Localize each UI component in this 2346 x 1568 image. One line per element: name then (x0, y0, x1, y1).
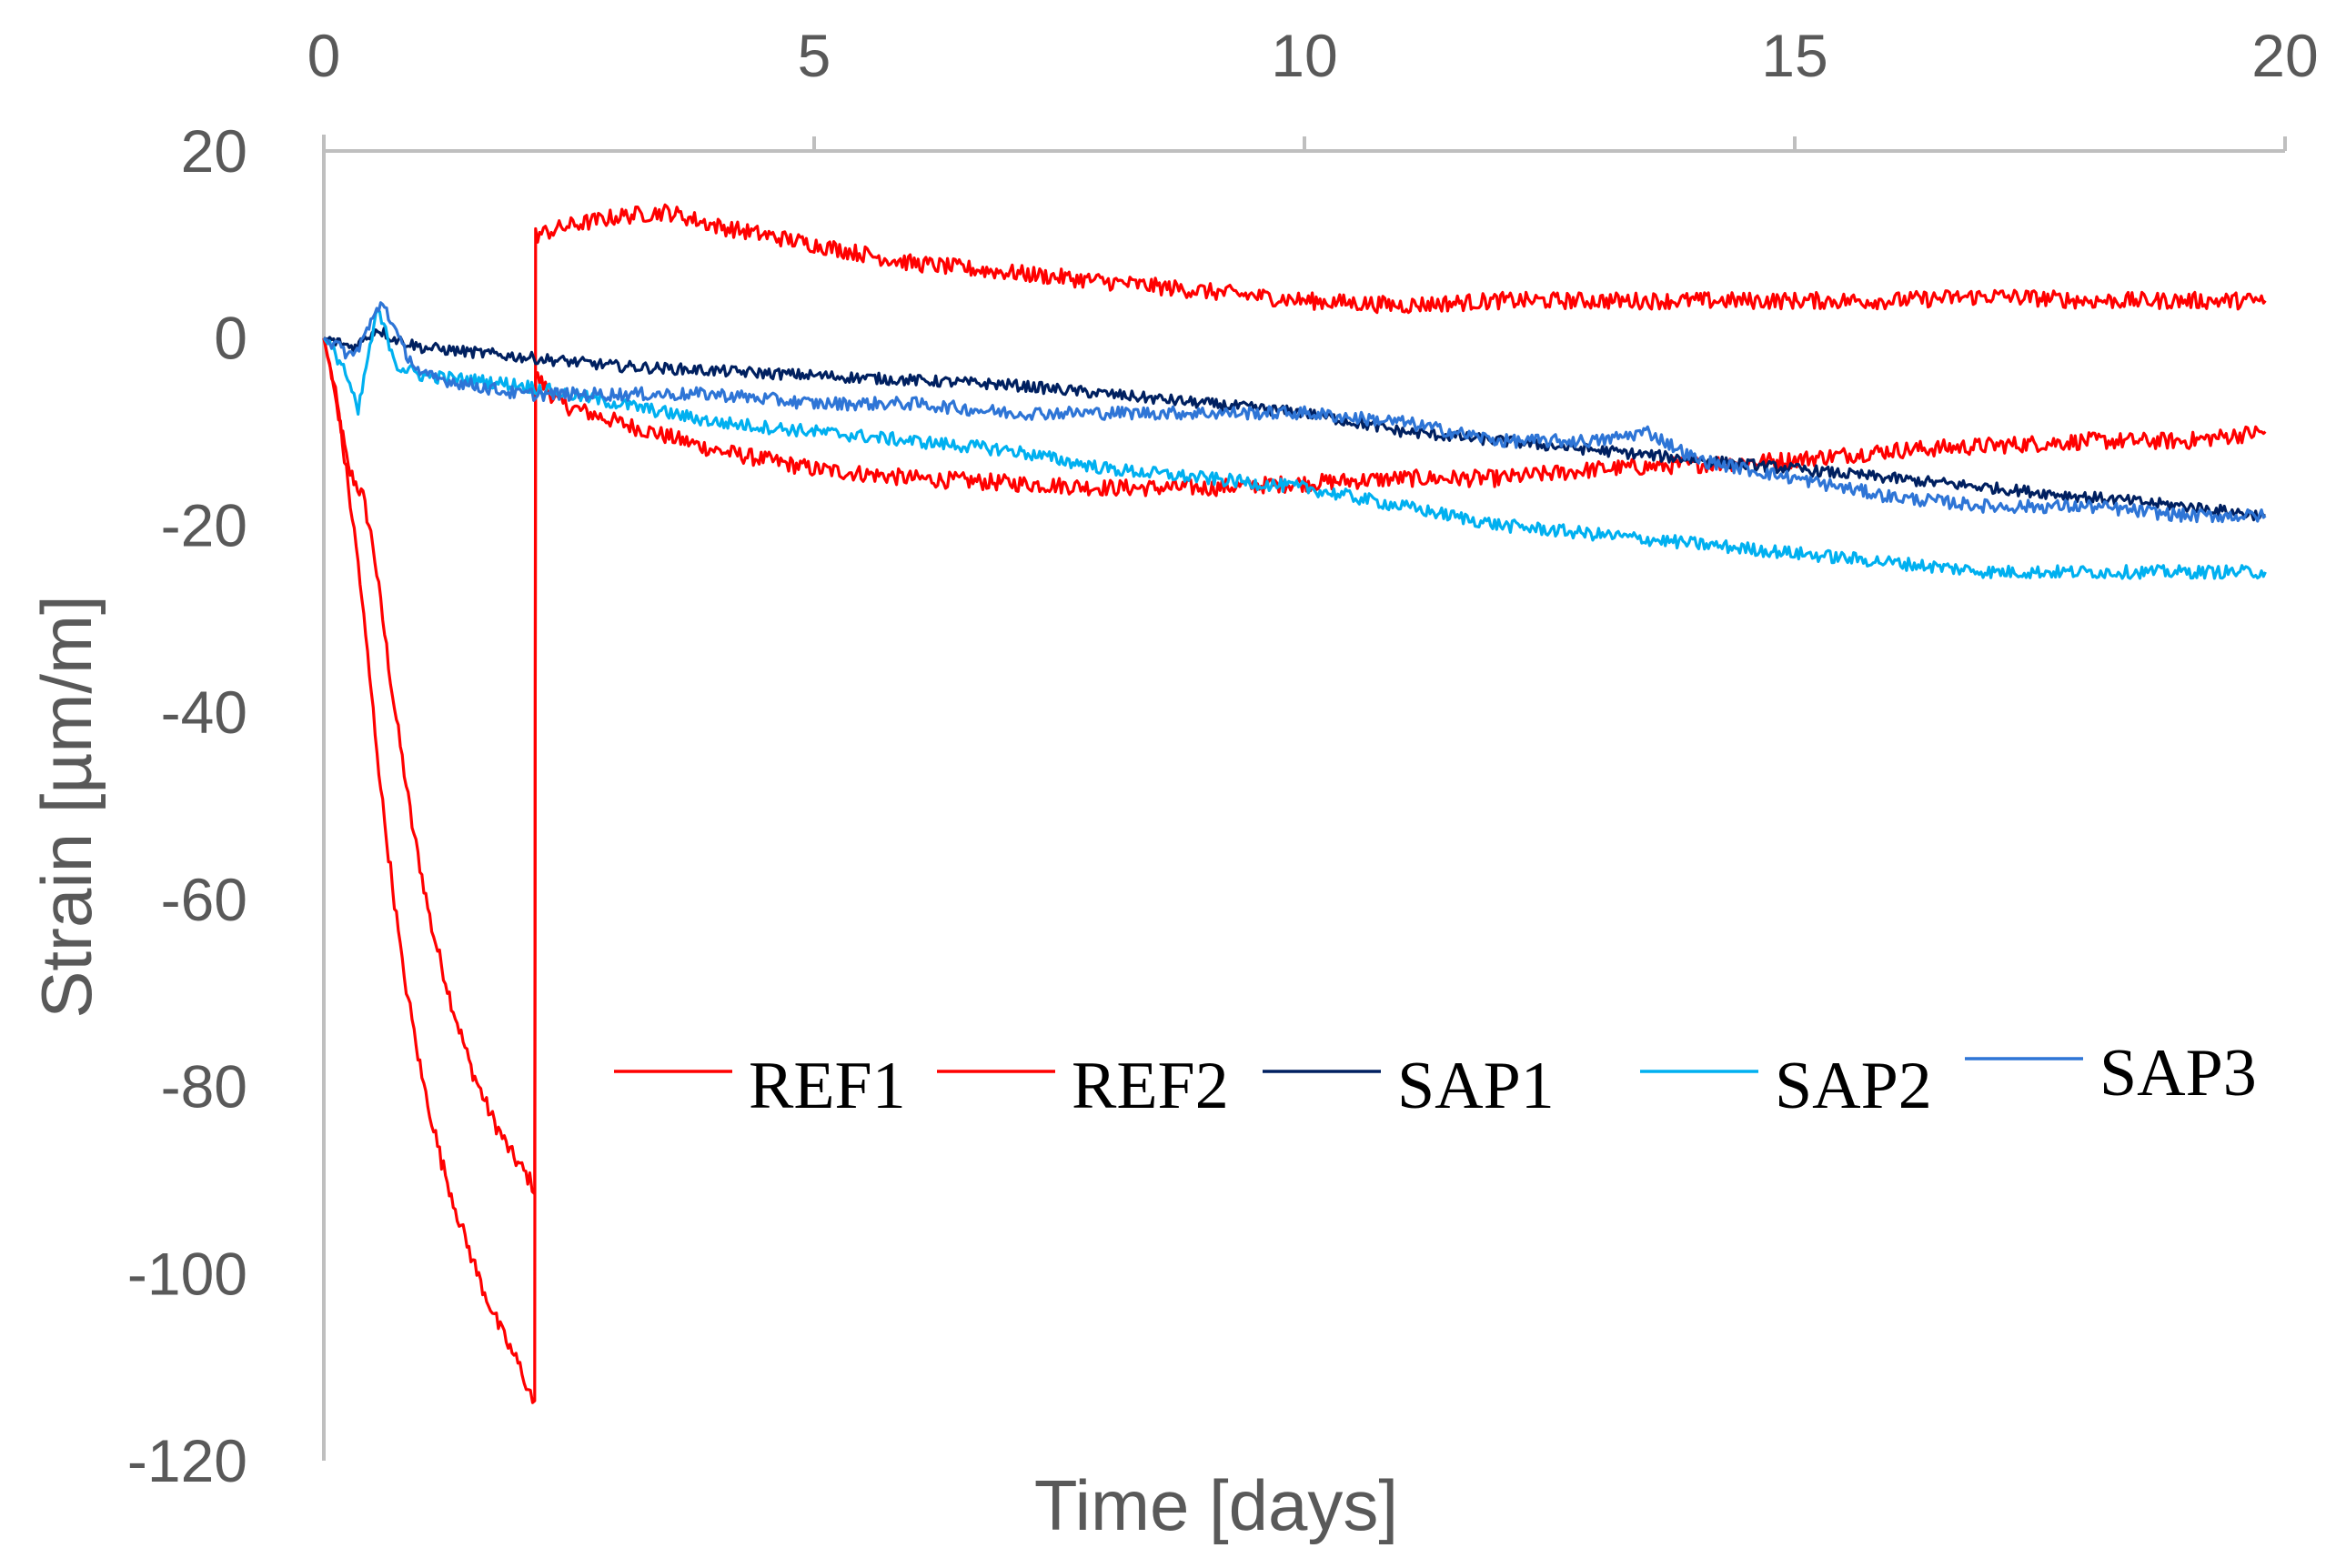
legend-label-ref2: REF2 (1072, 1049, 1229, 1123)
y-tick-label: -40 (161, 678, 247, 746)
legend-label-sap1: SAP1 (1397, 1049, 1555, 1123)
y-tick-label: 0 (214, 305, 247, 372)
y-tick-label: 20 (181, 117, 247, 185)
x-tick-marks (322, 136, 2287, 151)
y-tick-label: -60 (161, 866, 247, 933)
legend-label-ref1: REF1 (749, 1049, 906, 1123)
y-tick-label: -100 (127, 1240, 247, 1307)
x-tick-label: 0 (307, 22, 341, 89)
series-line-ref2 (322, 203, 2267, 1404)
legend: REF1 REF2 SAP1 SAP2 SAP3 (614, 1036, 2257, 1123)
legend-label-sap2: SAP2 (1775, 1049, 1932, 1123)
legend-label-sap3: SAP3 (2099, 1036, 2257, 1111)
axes (322, 135, 2285, 1461)
x-tick-label: 5 (798, 22, 831, 89)
y-tick-label: -120 (127, 1427, 247, 1494)
y-tick-label: -20 (161, 491, 247, 558)
y-axis-title: Strain [µm/m] (26, 595, 106, 1018)
x-tick-labels: 0 5 10 15 20 (307, 22, 2319, 89)
series-line-ref1 (322, 337, 2267, 1196)
series-line-sap1 (323, 327, 2266, 522)
series-line-sap3 (323, 301, 2267, 524)
x-axis-title: Time [days] (1034, 1465, 1398, 1545)
y-tick-labels: 20 0 -20 -40 -60 -80 -100 -120 (127, 117, 247, 1494)
x-tick-label: 10 (1271, 22, 1337, 89)
series-lines (322, 203, 2267, 1404)
series-line-sap2 (322, 308, 2267, 580)
y-tick-label: -80 (161, 1053, 247, 1121)
x-tick-label: 15 (1761, 22, 1827, 89)
x-tick-label: 20 (2251, 22, 2318, 89)
